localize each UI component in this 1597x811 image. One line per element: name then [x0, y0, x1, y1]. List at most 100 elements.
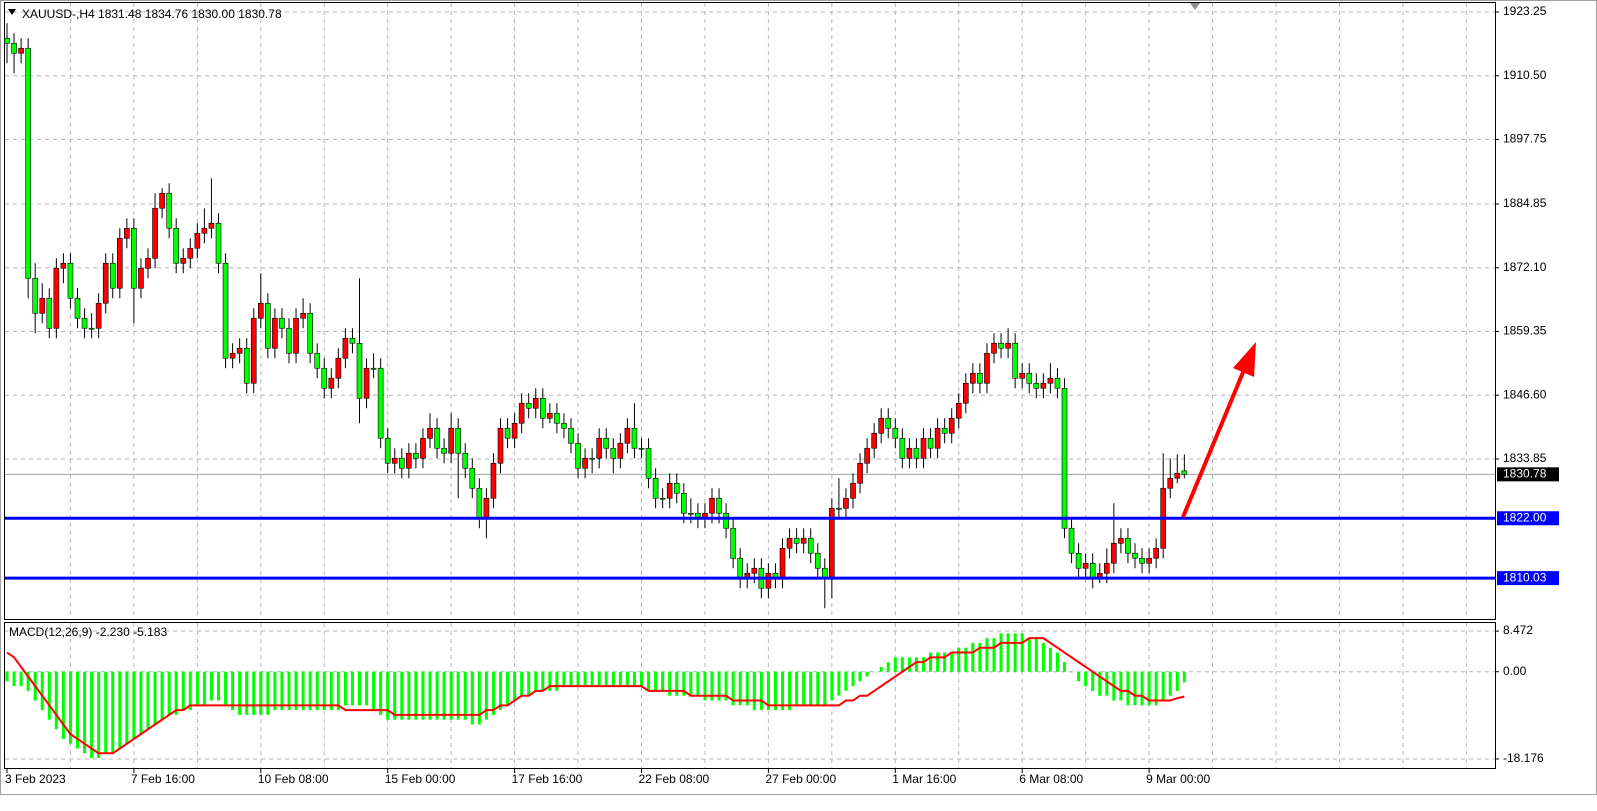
- macd-bar: [1055, 652, 1059, 672]
- candle-body: [201, 227, 208, 234]
- candle-body: [166, 192, 172, 229]
- macd-bar: [513, 671, 517, 701]
- macd-bar: [421, 671, 425, 720]
- macd-bar: [1098, 671, 1102, 696]
- x-tick-label: 27 Feb 00:00: [765, 772, 836, 786]
- candle-body: [131, 227, 137, 289]
- candle-body: [786, 537, 793, 549]
- macd-bar: [865, 671, 869, 677]
- macd-bar: [499, 671, 502, 711]
- macd-bar: [132, 671, 136, 739]
- candle-body: [229, 352, 236, 359]
- candle-body: [948, 417, 955, 434]
- macd-bar: [259, 671, 263, 715]
- macd-bar: [315, 671, 319, 711]
- candle-body: [124, 227, 130, 239]
- candle-body: [356, 342, 363, 399]
- macd-bar: [1048, 647, 1052, 672]
- candle-body: [892, 427, 899, 439]
- candle-body: [807, 537, 814, 554]
- macd-bar: [1091, 671, 1095, 691]
- macd-bar: [1041, 642, 1045, 672]
- candle-body: [349, 337, 356, 344]
- shift-marker: [1190, 3, 1200, 10]
- macd-bar: [506, 671, 510, 706]
- candle-body: [1132, 552, 1138, 559]
- candle-body: [561, 422, 567, 429]
- candle-body: [109, 262, 116, 289]
- x-tick-label: 7 Feb 16:00: [131, 772, 195, 786]
- macd-bar: [858, 671, 862, 682]
- macd-bar: [308, 671, 312, 711]
- candle-body: [624, 427, 631, 444]
- candle-body: [525, 402, 532, 409]
- macd-bar: [1175, 671, 1179, 691]
- macd-bar: [555, 671, 559, 691]
- macd-bar: [689, 671, 693, 696]
- macd-bar: [231, 671, 235, 711]
- candle-body: [1167, 477, 1174, 489]
- x-tick-label: 9 Mar 00:00: [1146, 772, 1210, 786]
- candle-body: [173, 227, 179, 264]
- x-tick-label: 6 Mar 08:00: [1019, 772, 1083, 786]
- y-tick-label: 1833.85: [1503, 451, 1547, 465]
- macd-bar: [1119, 671, 1123, 701]
- candle-body: [955, 402, 962, 419]
- level-label: 1822.00: [1503, 510, 1547, 524]
- macd-bar: [964, 647, 968, 672]
- candle-body: [962, 382, 969, 404]
- macd-bar: [280, 671, 284, 711]
- candle-body: [885, 417, 892, 429]
- macd-bar: [907, 657, 911, 672]
- macd-bar: [661, 671, 665, 691]
- candle-body: [1146, 557, 1152, 564]
- macd-bar: [823, 671, 827, 706]
- candle-body: [765, 572, 772, 589]
- macd-bar: [266, 671, 270, 715]
- macd-bar: [788, 671, 792, 711]
- candle-body: [391, 457, 398, 464]
- candle-body: [1181, 470, 1188, 475]
- macd-bar: [527, 671, 531, 696]
- candle-body: [617, 442, 624, 459]
- macd-bar: [1140, 671, 1144, 706]
- macd-bar: [745, 671, 749, 706]
- candle-body: [913, 447, 920, 459]
- candle-body: [250, 317, 257, 384]
- candle-body: [427, 427, 433, 439]
- candle-body: [652, 477, 659, 499]
- macd-bar: [76, 671, 79, 749]
- candle-body: [60, 262, 67, 269]
- macd-bar: [167, 671, 171, 715]
- macd-bar: [61, 671, 65, 739]
- macd-bar: [900, 657, 904, 672]
- macd-bar: [773, 671, 777, 711]
- arrow-annotation: [1181, 342, 1256, 518]
- macd-bar: [5, 671, 9, 682]
- symbol: XAUUSD-,H4: [22, 7, 95, 21]
- macd-bar: [1154, 671, 1158, 706]
- macd-bar: [625, 671, 629, 687]
- macd-bar: [238, 671, 242, 715]
- macd-bar: [435, 671, 439, 720]
- candle-body: [631, 427, 638, 449]
- macd-bar: [541, 671, 545, 691]
- x-tick-label: 1 Mar 16:00: [892, 772, 956, 786]
- candle-body: [638, 447, 645, 450]
- candle-body: [314, 352, 321, 369]
- macd-bar: [738, 671, 742, 706]
- candle-body: [511, 422, 518, 439]
- macd-bar: [682, 671, 686, 696]
- macd-bar: [971, 642, 975, 672]
- y-tick-label: 0.00: [1503, 664, 1527, 678]
- macd-bar: [562, 671, 566, 687]
- y-tick-label: 1846.60: [1503, 387, 1547, 401]
- macd-bar: [795, 671, 799, 706]
- menu-arrow: [8, 9, 16, 15]
- candle-body: [1075, 552, 1082, 569]
- candle-body: [194, 232, 201, 249]
- macd-bar: [957, 647, 961, 672]
- macd-bar: [1034, 638, 1038, 672]
